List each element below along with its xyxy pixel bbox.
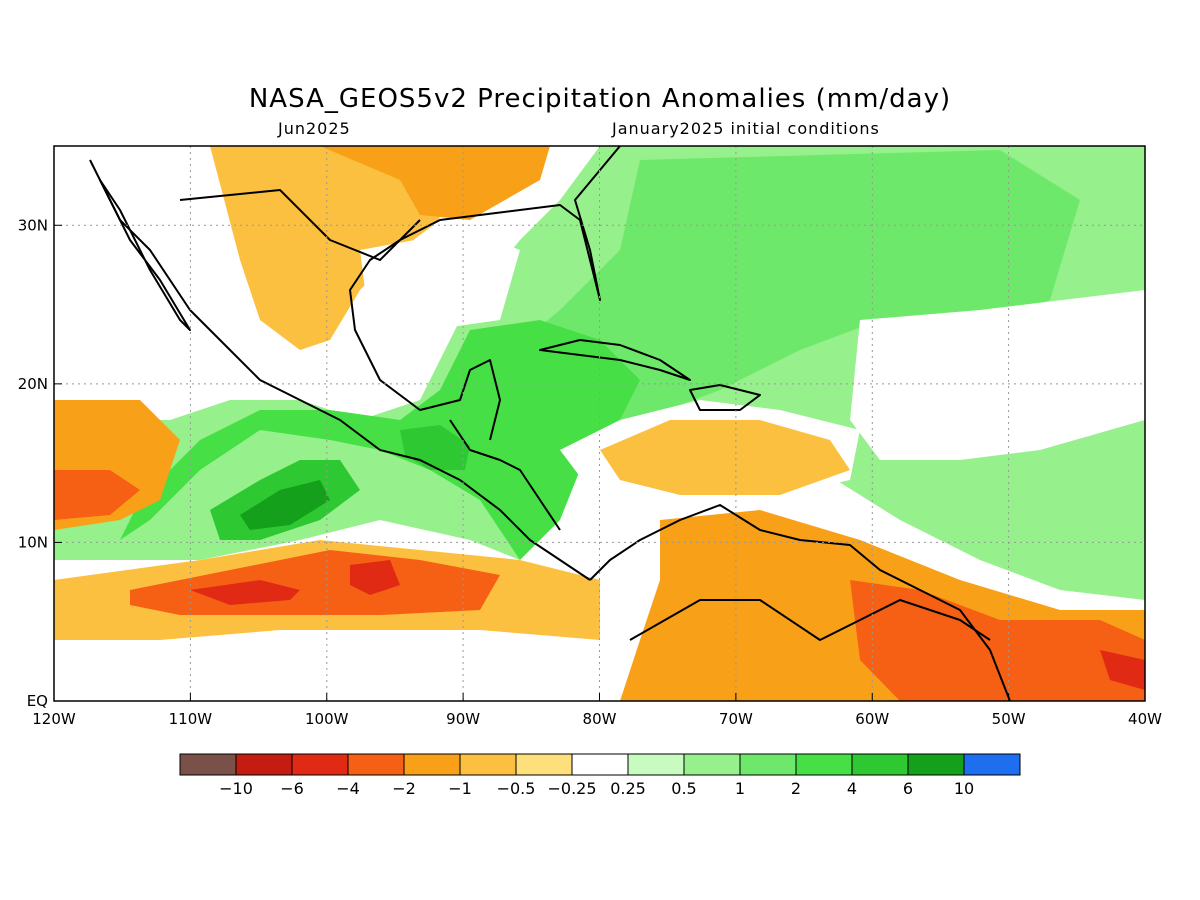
- colorbar-swatch: [795, 753, 853, 776]
- border-us-mexico: [179, 189, 421, 261]
- region-dry-caribbean: [600, 420, 850, 495]
- coastlines: [89, 146, 1011, 701]
- colorbar-label: −4: [336, 779, 360, 798]
- lat-tick-label: 10N: [18, 533, 48, 551]
- lat-tick-label: EQ: [27, 692, 48, 710]
- region-green-darkest: [240, 480, 330, 530]
- coast-cuba: [539, 339, 691, 381]
- coast-southamerica: [589, 504, 1011, 701]
- colorbar-swatch: [459, 753, 517, 776]
- longitude-axis: 120W 110W 100W 90W 80W 70W 60W 50W 40W: [32, 693, 1162, 728]
- colorbar-swatch: [683, 753, 741, 776]
- lon-tick-label: 110W: [169, 710, 213, 728]
- colorbar: −10 −6 −4 −2 −1 −0.5 −0.25 0.25 0.5 1 2 4 6 10: [179, 753, 1021, 798]
- colorbar-label: −10: [219, 779, 253, 798]
- colorbar-swatch: [571, 753, 629, 776]
- colorbar-swatch: [739, 753, 797, 776]
- colorbar-label: 0.5: [671, 779, 696, 798]
- gridlines: [54, 146, 1145, 701]
- coast-hispaniola: [689, 384, 761, 411]
- colorbar-swatch: [907, 753, 965, 776]
- region-dry-pacific-west-core: [54, 470, 140, 520]
- region-dry-southamerica-strong: [850, 580, 1145, 701]
- region-white-gulf: [360, 230, 520, 330]
- coast-mexico-pacific: [89, 159, 591, 581]
- colorbar-swatch: [851, 753, 909, 776]
- colorbar-label: 2: [791, 779, 801, 798]
- region-dry-pacific-core: [190, 560, 400, 605]
- lon-tick-label: 40W: [1128, 710, 1162, 728]
- coast-baja: [99, 179, 191, 331]
- colorbar-swatch: [515, 753, 573, 776]
- colorbar-swatch: [403, 753, 461, 776]
- lon-tick-label: 120W: [32, 710, 76, 728]
- colorbar-label: 4: [847, 779, 857, 798]
- colorbar-label: 0.25: [610, 779, 646, 798]
- colorbar-label: −1: [448, 779, 472, 798]
- border-southamerica: [629, 599, 991, 641]
- colorbar-label: 1: [735, 779, 745, 798]
- colorbar-label: 10: [954, 779, 974, 798]
- lat-tick-label: 30N: [18, 216, 48, 234]
- region-dry-mexico: [210, 146, 440, 350]
- colorbar-label: −2: [392, 779, 416, 798]
- initial-conditions-label: January2025 initial conditions: [612, 119, 880, 138]
- colorbar-label: −6: [280, 779, 304, 798]
- lon-tick-label: 50W: [992, 710, 1026, 728]
- colorbar-swatch: [347, 753, 405, 776]
- coast-gulf: [349, 219, 501, 441]
- colorbar-label: 6: [903, 779, 913, 798]
- region-white-atlantic: [850, 290, 1145, 460]
- region-green-atlantic-2: [500, 150, 1080, 470]
- map-title: NASA_GEOS5v2 Precipitation Anomalies (mm…: [248, 84, 952, 114]
- region-dry-gulf-coast: [320, 146, 550, 220]
- lon-tick-label: 60W: [855, 710, 889, 728]
- lon-tick-label: 80W: [583, 710, 617, 728]
- colorbar-label: −0.25: [547, 779, 596, 798]
- colorbar-swatch: [627, 753, 685, 776]
- colorbar-swatch: [963, 753, 1021, 776]
- region-green-core: [120, 320, 640, 560]
- lon-tick-label: 70W: [719, 710, 753, 728]
- border-central-america: [449, 419, 561, 531]
- colorbar-swatch: [179, 753, 237, 776]
- lon-tick-label: 100W: [305, 710, 349, 728]
- lat-tick-label: 20N: [18, 375, 48, 393]
- coast-us-gulf: [439, 146, 621, 301]
- colorbar-swatch: [291, 753, 349, 776]
- colorbar-label: −0.5: [497, 779, 536, 798]
- region-dry-southamerica-core: [1100, 650, 1145, 690]
- forecast-month: Jun2025: [278, 119, 351, 138]
- lon-tick-label: 90W: [446, 710, 480, 728]
- colorbar-swatch: [235, 753, 293, 776]
- latitude-axis: EQ 10N 20N 30N: [18, 216, 62, 710]
